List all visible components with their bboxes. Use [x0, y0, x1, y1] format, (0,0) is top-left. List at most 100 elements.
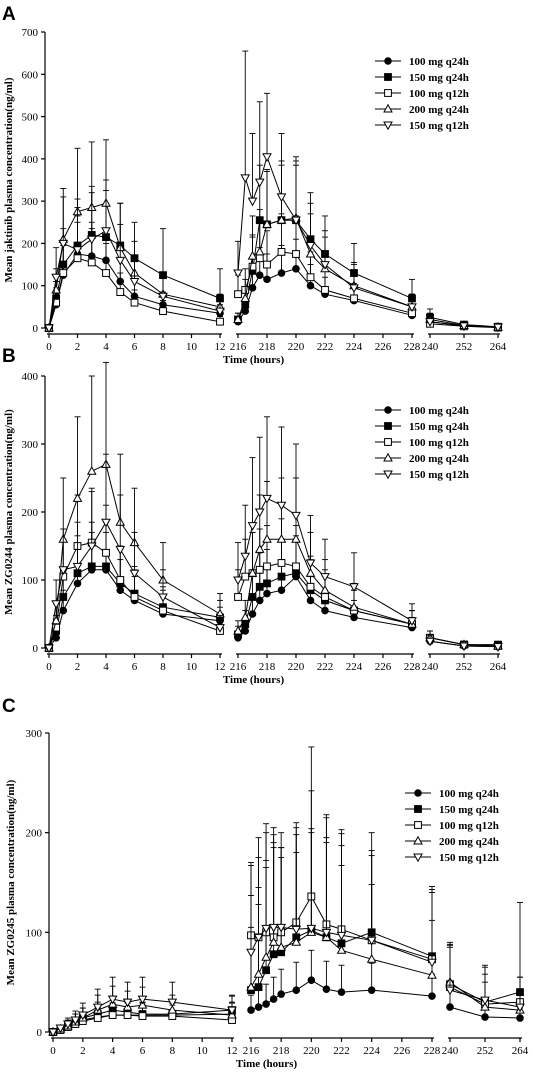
- panel-c-label: C: [2, 696, 16, 717]
- y-tick-label: 100: [22, 575, 39, 587]
- data-point: [115, 256, 126, 266]
- series-150-mg-q12h: [44, 50, 503, 334]
- data-point: [101, 227, 111, 236]
- data-point: [116, 576, 125, 584]
- data-point: [262, 533, 272, 543]
- data-point: [262, 966, 270, 975]
- legend-label: 100 mg q12h: [409, 437, 469, 449]
- data-point: [428, 992, 436, 1000]
- data-point: [233, 625, 243, 635]
- data-point: [87, 562, 96, 571]
- legend-label: 100 mg q24h: [439, 788, 499, 800]
- legend-marker: [383, 470, 393, 480]
- data-point: [55, 1024, 66, 1034]
- x-tick-label: 228: [404, 661, 421, 673]
- data-point: [108, 1011, 117, 1019]
- data-point: [158, 593, 168, 603]
- data-point: [129, 569, 140, 579]
- data-point: [493, 643, 503, 652]
- data-point: [240, 552, 251, 562]
- data-point: [130, 593, 139, 601]
- y-tick-label: 100: [22, 281, 39, 293]
- series-line: [48, 202, 221, 329]
- data-point: [367, 986, 376, 994]
- data-point: [459, 642, 469, 652]
- x-tick-label: 0: [46, 341, 52, 353]
- data-point: [321, 286, 329, 294]
- x-tick-label: 264: [490, 661, 507, 673]
- x-tick-label: 240: [442, 1045, 459, 1057]
- data-point: [246, 948, 256, 958]
- data-point: [227, 1006, 237, 1016]
- x-tick-label: 220: [303, 1045, 320, 1057]
- series-line: [48, 229, 221, 329]
- legend-label: 150 mg q24h: [409, 72, 469, 84]
- data-point: [277, 586, 286, 595]
- legend-marker: [384, 57, 392, 65]
- data-point: [306, 924, 317, 934]
- data-point: [349, 284, 359, 294]
- data-point: [51, 600, 61, 610]
- x-tick-label: 252: [477, 1045, 494, 1057]
- x-tick-label: 8: [160, 341, 166, 353]
- legend-marker: [384, 73, 392, 81]
- data-point: [261, 952, 271, 961]
- data-point: [427, 958, 437, 968]
- data-point: [92, 1003, 103, 1013]
- x-tick-label: 240: [422, 661, 439, 673]
- y-tick-label: 200: [22, 507, 39, 519]
- x-tick-label: 0: [46, 661, 52, 673]
- data-point: [305, 248, 316, 258]
- data-point: [167, 998, 178, 1008]
- legend-marker: [383, 121, 393, 131]
- data-point: [247, 522, 258, 531]
- data-point: [445, 986, 455, 996]
- panel-c: C 0 100 200 300 0 2 4 6 8 10 12 216 218 220 222 224 226 2…: [2, 696, 529, 1070]
- x-tick-label: 220: [288, 341, 305, 353]
- data-point: [51, 273, 61, 283]
- data-point: [277, 247, 286, 256]
- legend-label: 100 mg q24h: [409, 405, 469, 417]
- y-tick-label: 200: [26, 828, 43, 840]
- legend-marker: [414, 789, 422, 797]
- y-tick-label: 0: [33, 643, 39, 655]
- series-line: [48, 257, 221, 329]
- y-tick-label: 500: [22, 112, 39, 124]
- data-point: [276, 942, 287, 951]
- data-point: [263, 260, 271, 269]
- data-point: [276, 923, 287, 933]
- x-tick-label: 4: [103, 661, 109, 673]
- data-point: [116, 586, 125, 595]
- y-tick-label: 100: [26, 927, 43, 939]
- panel-a: A 0 100 200 300 400 500 600 700 0 2 4 6 8 10 12 216 218 2…: [2, 4, 507, 366]
- data-point: [248, 610, 257, 618]
- data-point: [129, 277, 140, 287]
- data-point: [277, 559, 286, 567]
- data-point: [305, 567, 316, 577]
- x-tick-label: 218: [259, 341, 276, 353]
- data-point: [215, 624, 225, 633]
- data-point: [322, 985, 331, 993]
- data-point: [87, 258, 96, 267]
- x-tick-label: 8: [170, 1045, 176, 1057]
- x-tick-label: 12: [227, 1045, 238, 1057]
- data-point: [480, 1001, 490, 1011]
- legend-marker: [413, 835, 423, 845]
- data-point: [254, 544, 265, 553]
- y-tick-label: 300: [26, 728, 43, 740]
- data-point: [59, 593, 68, 601]
- data-point: [262, 1000, 270, 1008]
- x-tick-label: 10: [186, 661, 198, 673]
- data-point: [320, 573, 330, 582]
- data-point: [276, 193, 287, 203]
- legend-label: 200 mg q24h: [439, 836, 499, 848]
- x-tick-label: 8: [160, 661, 166, 673]
- y-tick-label: 300: [22, 196, 39, 208]
- data-point: [292, 265, 300, 273]
- legend-label: 200 mg q24h: [409, 453, 469, 465]
- legend-label: 100 mg q12h: [409, 88, 469, 100]
- data-point: [427, 969, 437, 979]
- data-point: [268, 923, 279, 933]
- x-tick-label: 228: [404, 341, 421, 353]
